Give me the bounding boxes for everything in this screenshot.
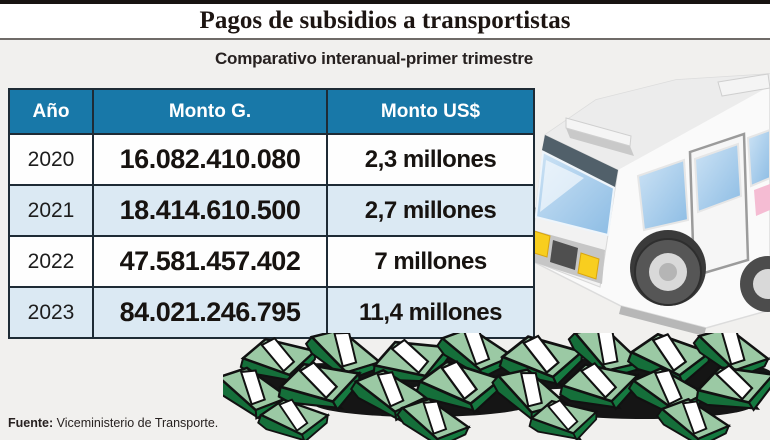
bus-icon: [525, 73, 770, 336]
monto-gs-2022: 47.581.457.402: [92, 235, 328, 288]
table-row: 2020 16.082.410.080 2,3 millones: [8, 133, 535, 186]
monto-usd-2020: 2,3 millones: [326, 133, 535, 186]
money-icon: [207, 317, 770, 440]
chart-subtitle: Comparativo interanual-primer trimestre: [214, 49, 534, 68]
table-row: 2021 18.414.610.500 2,7 millones: [8, 184, 535, 237]
col-header-monto-gs: Monto G.: [92, 88, 328, 135]
table-row: 2022 47.581.457.402 7 millones: [8, 235, 535, 288]
monto-usd-2023: 11,4 millones: [326, 286, 535, 339]
monto-usd-2021: 2,7 millones: [326, 184, 535, 237]
table-row: 2023 84.021.246.795 11,4 millones: [8, 286, 535, 339]
monto-gs-2020: 16.082.410.080: [92, 133, 328, 186]
money-pile-illustration: [207, 317, 770, 440]
col-header-year: Año: [8, 88, 94, 135]
col-header-monto-usd: Monto US$: [326, 88, 535, 135]
page-title: Pagos de subsidios a transportistas: [199, 7, 571, 34]
monto-usd-2022: 7 millones: [326, 235, 535, 288]
monto-gs-2023: 84.021.246.795: [92, 286, 328, 339]
subsidy-table: Año Monto G. Monto US$ 2020 16.082.410.0…: [8, 88, 535, 339]
top-rule: [0, 0, 770, 4]
table-header-row: Año Monto G. Monto US$: [8, 88, 535, 135]
year-2020: 2020: [8, 133, 94, 186]
source-label: Fuente:: [8, 416, 54, 430]
year-2022: 2022: [8, 235, 94, 288]
source-note: Fuente: Viceministerio de Transporte.: [8, 416, 218, 430]
source-text: Viceministerio de Transporte.: [53, 416, 219, 430]
year-2021: 2021: [8, 184, 94, 237]
title-band: Pagos de subsidios a transportistas: [0, 4, 770, 40]
year-2023: 2023: [8, 286, 94, 339]
bus-illustration: [525, 70, 770, 344]
monto-gs-2021: 18.414.610.500: [92, 184, 328, 237]
